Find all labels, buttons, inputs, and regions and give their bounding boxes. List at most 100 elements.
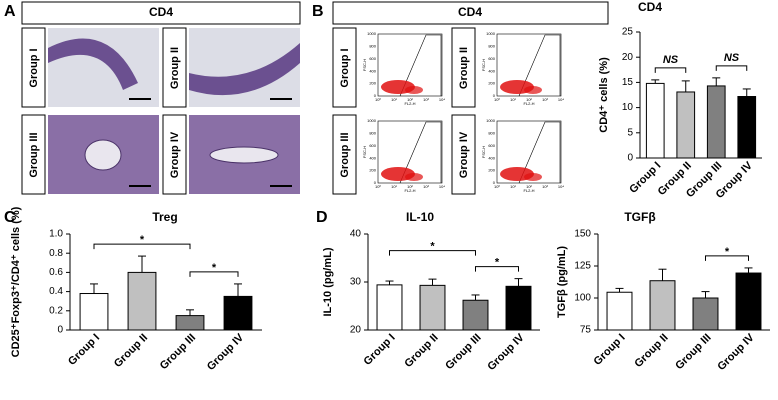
x-tick-label: Group I [362,332,398,368]
flow-y-tick: 400 [369,155,376,160]
flow-x-tick: 10² [407,184,413,189]
flow-x-tick: 10⁴ [558,97,564,102]
group-label: Group I [339,48,351,87]
flow-events [524,86,542,94]
flow-y-tick: 400 [488,155,495,160]
group-label-box [162,114,187,195]
x-tick-label: Group I [66,332,102,368]
flow-y-tick: 200 [488,168,495,173]
x-tick-label: Group II [632,332,670,370]
panel-title: CD4 [458,5,482,19]
significance-label: * [212,262,217,274]
flow-gate [399,34,442,97]
group-label-box [451,27,476,108]
flow-y-tick: 200 [488,81,495,86]
flow-y-tick: 200 [369,168,376,173]
panel-label: D [316,209,328,226]
flow-y-tick: 1000 [486,118,496,123]
y-axis-label: CD4⁺ cells (%) [598,57,610,133]
x-tick-label: Group III [443,332,483,372]
group-label: Group IV [169,131,181,178]
significance-bracket [654,67,687,73]
group-label-box [451,114,476,195]
flow-y-tick: 1000 [367,31,377,36]
bar [737,96,757,159]
flow-y-tick: 400 [369,68,376,73]
x-tick-label: Group IV [485,331,527,373]
bar [735,272,762,331]
bar [649,280,676,331]
flow-x-tick: 10² [407,97,413,102]
lumen [84,139,122,171]
flow-x-tick: 10⁰ [494,184,500,189]
group-label: Group II [169,47,181,89]
flow-y-tick: 400 [488,68,495,73]
x-tick-label: Group I [592,332,628,368]
y-tick-label: 0.4 [49,286,63,297]
group-label-box [21,114,46,195]
flow-x-tick: 10³ [423,97,429,102]
group-label: Group III [28,132,40,177]
flow-events [405,173,423,181]
group-label: Group I [28,48,40,87]
x-tick-label: Group IV [715,331,757,373]
flow-y-tick: 0 [374,180,377,185]
flow-x-label: FL2-H [404,188,415,193]
flow-x-tick: 10¹ [510,97,516,102]
flow-gate [518,34,561,97]
flow-x-tick: 10³ [542,97,548,102]
flow-y-label: FSC-H [362,146,367,158]
flow-y-tick: 200 [369,81,376,86]
y-tick-label: 20 [350,325,362,336]
title-box [21,1,301,25]
flow-x-tick: 10¹ [391,97,397,102]
panel-title: CD4 [149,5,173,19]
significance-bracket [715,65,748,71]
flow-y-tick: 800 [369,43,376,48]
title-box [332,1,609,25]
flow-x-tick: 10⁰ [375,184,381,189]
bar [676,91,696,159]
significance-label: * [725,246,730,258]
group-label: Group III [339,132,351,177]
y-axis-label: CD25⁺Foxp3⁺/CD4⁺ cells (%) [10,206,22,357]
significance-label: NS [663,54,679,66]
flow-y-tick: 0 [493,93,496,98]
flow-x-tick: 10⁰ [494,97,500,102]
y-tick-label: 0.2 [49,305,63,316]
flow-x-tick: 10³ [423,184,429,189]
flow-y-tick: 800 [488,130,495,135]
group-label: Group IV [458,131,470,178]
y-tick-label: 75 [580,325,592,336]
bar [462,299,489,331]
y-tick-label: 150 [574,229,591,240]
significance-label: * [430,241,435,253]
flow-y-tick: 0 [374,93,377,98]
significance-label: * [140,234,145,246]
flow-gate [399,121,442,184]
bar [692,297,719,331]
y-tick-label: 25 [622,27,634,38]
y-axis-label: IL-10 (pg/mL) [322,247,334,316]
bar [223,295,253,331]
chart-title: Treg [152,210,177,224]
significance-bracket [93,243,191,250]
flow-y-tick: 1000 [367,118,377,123]
y-tick-label: 5 [627,127,633,138]
flow-x-tick: 10¹ [391,184,397,189]
flow-x-tick: 10² [526,97,532,102]
bar [505,285,532,331]
flow-y-tick: 1000 [486,31,496,36]
flow-x-tick: 10⁴ [439,97,445,102]
group-label-box [332,27,357,108]
bar [606,291,633,331]
y-axis-label: TGFβ (pg/mL) [556,246,568,318]
flow-x-label: FL2-H [523,188,534,193]
significance-bracket [705,255,749,261]
y-tick-label: 20 [622,52,634,63]
micrograph [48,28,159,107]
bar [645,82,665,159]
flow-y-tick: 800 [369,130,376,135]
flow-x-tick: 10⁴ [439,184,445,189]
flow-x-label: FL2-H [523,101,534,106]
